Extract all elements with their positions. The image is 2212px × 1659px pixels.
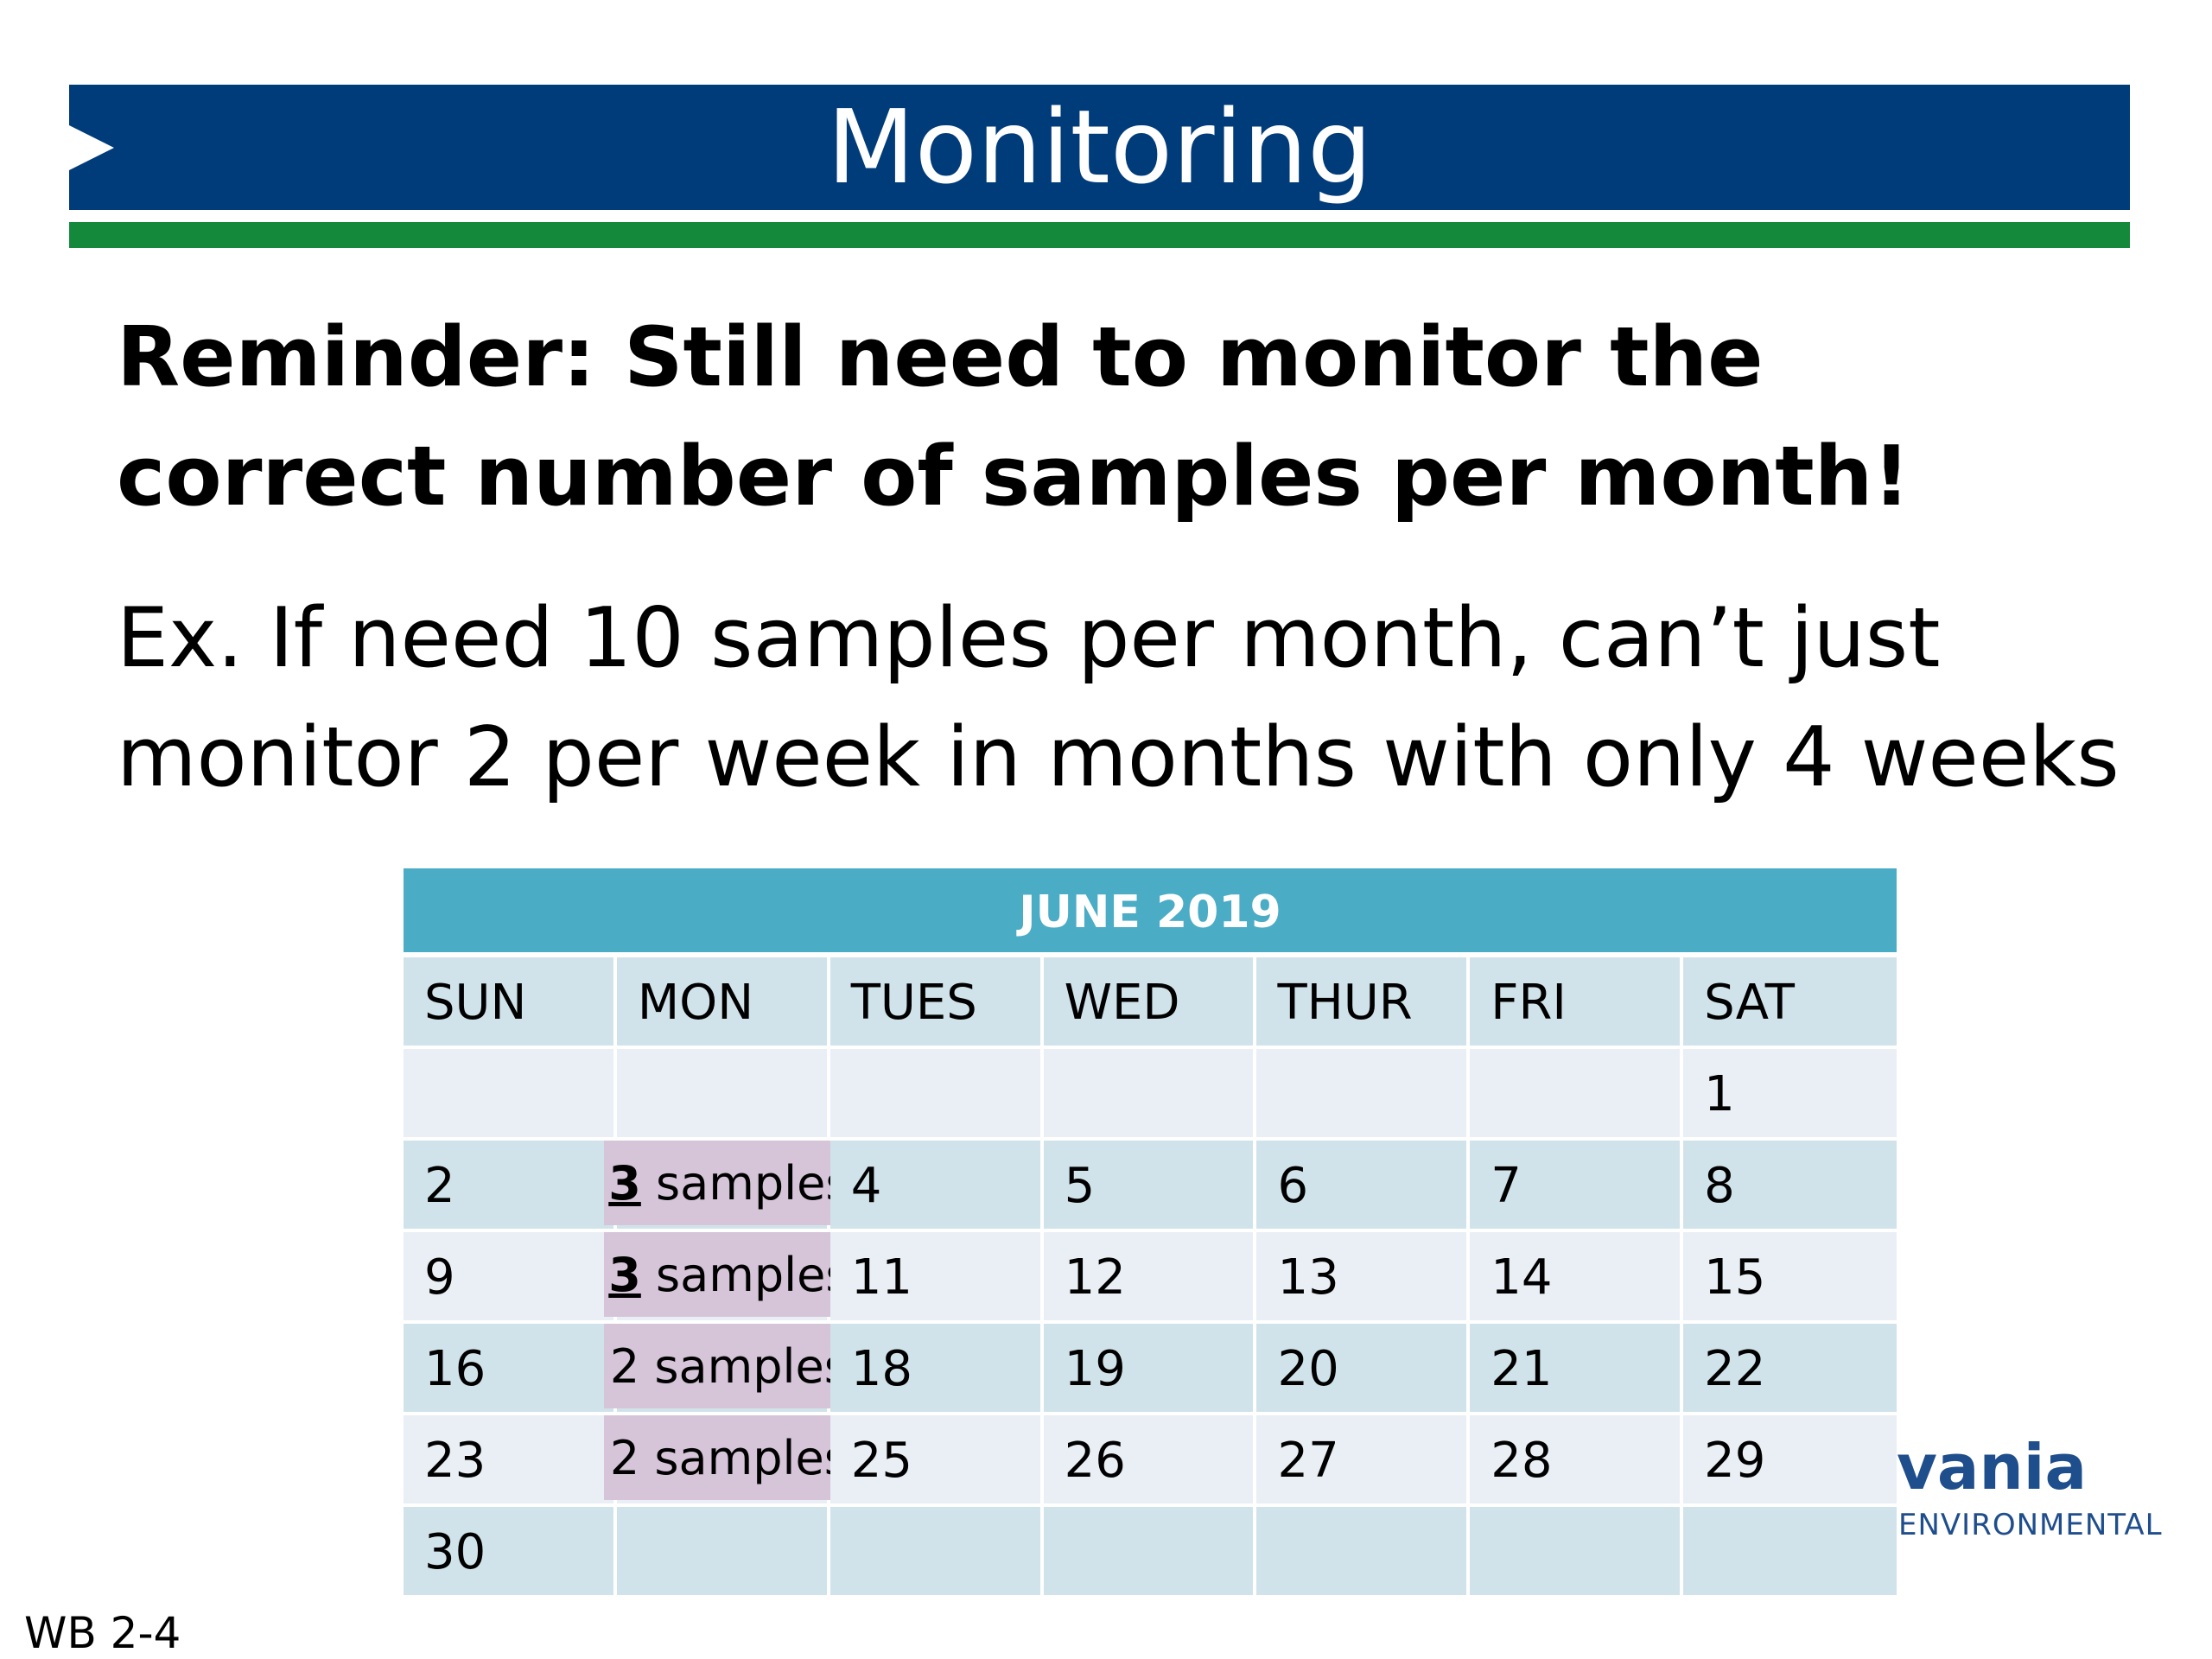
day-cell [616,1049,830,1141]
sample-count-box: 3 samples [603,1232,855,1317]
sample-count-box: 2 samples [603,1324,855,1408]
day-cell: 2 samples [603,1415,855,1507]
title-accent-stripe [69,222,2130,248]
reminder-text: Reminder: Still need to monitor the corr… [117,310,1910,524]
day-cell: 9 [404,1232,617,1324]
day-cell [1256,1049,1471,1141]
day-cell: 21 [1470,1324,1684,1415]
day-cell [1256,1507,1471,1599]
day-cell: 7 [1470,1141,1684,1232]
arrow-icon [69,125,114,170]
calendar-title: JUNE 2019 [404,868,1897,952]
day-cell: 23 [404,1415,617,1507]
calendar-week-row: 9 3 samples 11 12 13 14 15 [404,1232,1897,1324]
logo-wordmark: vania [1897,1431,2088,1503]
day-cell: 8 [1683,1141,1897,1232]
day-cell: 26 [1043,1415,1257,1507]
calendar-week-row: 2 3 samples 4 5 6 7 8 [404,1141,1897,1232]
day-cell [830,1507,1044,1599]
day-cell: 12 [1043,1232,1257,1324]
weekday-mon: MON [616,957,830,1049]
weekday-fri: FRI [1470,957,1684,1049]
sample-count: 3 [608,1248,641,1302]
logo-subtitle: ENVIRONMENTAL [1898,1508,2163,1542]
title-bar [69,85,2130,210]
day-cell: 5 [1043,1141,1257,1232]
calendar-week-row: 1 [404,1049,1897,1141]
sample-count-box: 3 samples [603,1141,855,1225]
day-cell: 19 [1043,1324,1257,1415]
sample-label: samples [639,1339,849,1394]
weekday-thur: THUR [1256,957,1471,1049]
day-cell: 16 [404,1324,617,1415]
weekday-wed: WED [1043,957,1257,1049]
day-cell: 29 [1683,1415,1897,1507]
day-cell: 2 [404,1141,617,1232]
calendar-week-row: 16 2 samples 18 19 20 21 22 [404,1324,1897,1415]
calendar: JUNE 2019 SUN MON TUES WED THUR FRI SAT … [404,868,1897,1599]
sample-label: samples [639,1431,849,1485]
sample-label: samples [640,1248,850,1302]
slide-title: Monitoring [826,87,1373,207]
calendar-week-row: 30 [404,1507,1897,1599]
day-cell: 28 [1470,1415,1684,1507]
sample-label: samples [640,1156,850,1211]
day-cell: 14 [1470,1232,1684,1324]
day-cell [404,1049,617,1141]
day-cell [1043,1507,1257,1599]
day-cell: 25 [830,1415,1044,1507]
day-cell: 20 [1256,1324,1471,1415]
day-cell: 18 [830,1324,1044,1415]
day-cell [1683,1507,1897,1599]
day-cell [1470,1507,1684,1599]
weekday-sun: SUN [404,957,617,1049]
day-cell: 6 [1256,1141,1471,1232]
day-cell [1043,1049,1257,1141]
day-cell: 22 [1683,1324,1897,1415]
sample-count: 3 [608,1156,641,1211]
example-text: Ex. If need 10 samples per month, can’t … [117,591,2120,805]
day-cell: 2 samples [603,1324,855,1415]
day-cell: 3 samples [603,1141,855,1232]
day-cell [830,1049,1044,1141]
day-cell: 3 samples [603,1232,855,1324]
day-cell [1470,1049,1684,1141]
day-cell: 15 [1683,1232,1897,1324]
day-cell: 30 [404,1507,617,1599]
sample-count: 2 [609,1431,640,1485]
slide-code: WB 2-4 [24,1608,181,1658]
sample-count: 2 [609,1339,640,1394]
day-cell: 4 [830,1141,1044,1232]
day-cell: 11 [830,1232,1044,1324]
day-cell: 13 [1256,1232,1471,1324]
calendar-weekday-row: SUN MON TUES WED THUR FRI SAT [404,957,1897,1049]
day-cell: 1 [1683,1049,1897,1141]
calendar-week-row: 23 2 samples 25 26 27 28 29 [404,1415,1897,1507]
sample-count-box: 2 samples [603,1415,855,1500]
weekday-tues: TUES [830,957,1044,1049]
day-cell: 27 [1256,1415,1471,1507]
weekday-sat: SAT [1683,957,1897,1049]
day-cell [616,1507,830,1599]
